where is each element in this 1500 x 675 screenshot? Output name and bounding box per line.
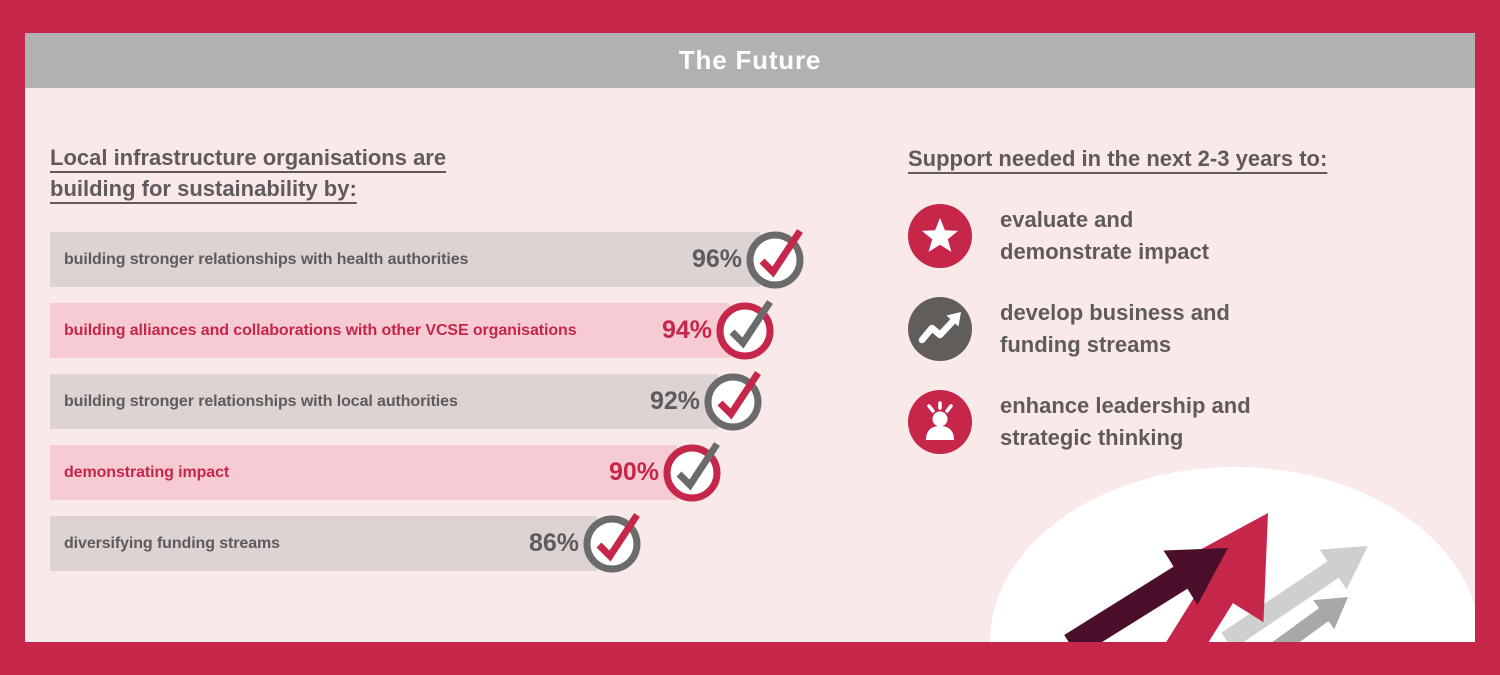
arrow-maroon	[1064, 548, 1228, 642]
bar-label: building alliances and collaborations wi…	[64, 321, 577, 339]
person-idea-icon	[908, 390, 972, 454]
support-line: strategic thinking	[1000, 425, 1184, 450]
support-line: funding streams	[1000, 332, 1172, 357]
bar-label: demonstrating impact	[64, 463, 230, 481]
bar-label: building stronger relationships with loc…	[64, 392, 458, 410]
bar: building stronger relationships with hea…	[50, 232, 760, 287]
bar: diversifying funding streams 86%	[50, 516, 597, 571]
support-item-text: enhance leadership and strategic thinkin…	[1000, 390, 1251, 454]
bar-percent: 92%	[649, 387, 700, 415]
arrow-mid-gray	[1266, 597, 1348, 642]
bar: demonstrating impact 90%	[50, 445, 677, 500]
bar-row: building stronger relationships with loc…	[50, 371, 870, 431]
left-heading: Local infrastructure organisations are b…	[50, 142, 446, 204]
bar-percent: 94%	[661, 316, 712, 344]
checkmark-icon	[583, 513, 641, 573]
support-item-evaluate-impact: evaluate and demonstrate impact	[908, 204, 1251, 268]
left-heading-line1: Local infrastructure organisations are	[50, 145, 447, 170]
support-line: demonstrate impact	[1000, 239, 1210, 264]
bar-row: building stronger relationships with hea…	[50, 229, 870, 289]
bar: building alliances and collaborations wi…	[50, 303, 730, 358]
support-items: evaluate and demonstrate impact develop …	[908, 204, 1251, 454]
support-item-develop-business: develop business and funding streams	[908, 297, 1251, 361]
bar-row: building alliances and collaborations wi…	[50, 300, 870, 360]
support-line: evaluate and	[1000, 207, 1134, 232]
checkmark-icon	[663, 442, 721, 502]
star-icon	[908, 204, 972, 268]
support-item-enhance-leadership: enhance leadership and strategic thinkin…	[908, 390, 1251, 454]
bar-percent: 90%	[608, 458, 659, 486]
support-line: develop business and	[1000, 300, 1230, 325]
support-item-text: evaluate and demonstrate impact	[1000, 204, 1209, 268]
arrow-light-gray	[1221, 546, 1368, 642]
bar-row: demonstrating impact 90%	[50, 442, 870, 502]
checkmark-icon	[716, 300, 774, 360]
support-item-text: develop business and funding streams	[1000, 297, 1230, 361]
growth-arrows-graphic	[990, 467, 1475, 642]
checkmark-icon	[704, 371, 762, 431]
bar-label: diversifying funding streams	[64, 534, 280, 552]
support-line: enhance leadership and	[1000, 393, 1251, 418]
arrow-crimson	[1157, 513, 1268, 642]
content-area: The Future Local infrastructure organisa…	[25, 33, 1475, 642]
bars-list: building stronger relationships with hea…	[50, 229, 870, 587]
left-heading-line2: building for sustainability by:	[50, 176, 357, 201]
page-title: The Future	[678, 45, 822, 75]
trend-up-icon	[908, 297, 972, 361]
bar-percent: 86%	[528, 529, 579, 557]
right-heading: Support needed in the next 2-3 years to:	[908, 146, 1328, 171]
bar: building stronger relationships with loc…	[50, 374, 718, 429]
bar-label: building stronger relationships with hea…	[64, 250, 469, 268]
header-band: The Future	[25, 33, 1475, 88]
bar-percent: 96%	[691, 245, 742, 273]
checkmark-icon	[746, 229, 804, 289]
bar-row: diversifying funding streams 86%	[50, 513, 870, 573]
